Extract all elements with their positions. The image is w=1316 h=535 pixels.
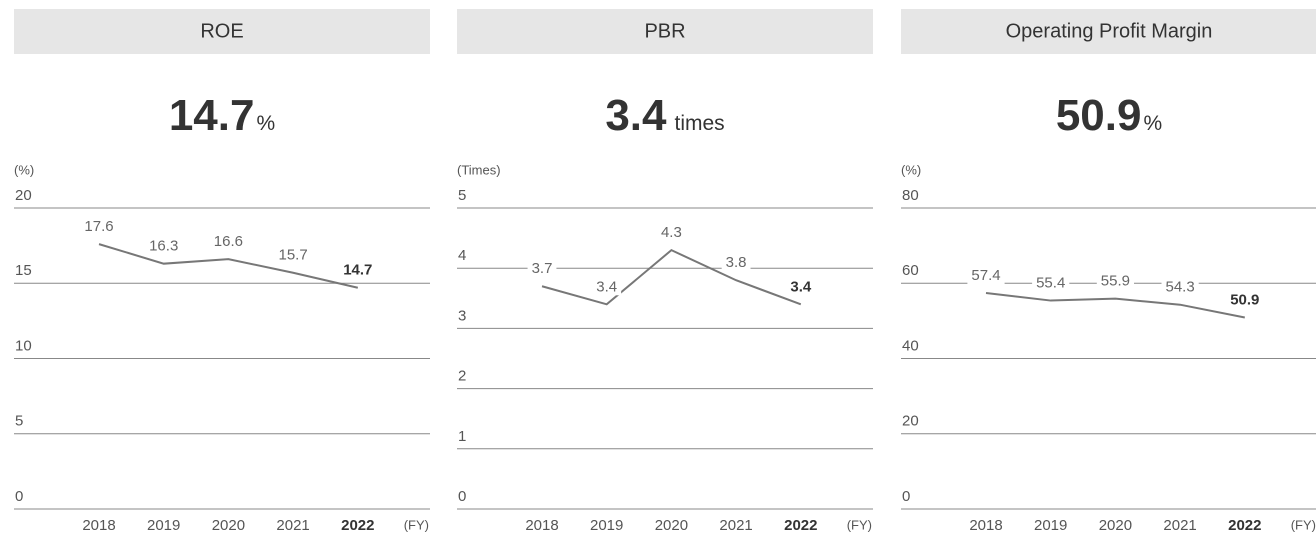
x-tick-label: 2019 (590, 517, 623, 534)
y-tick-label: 0 (15, 488, 23, 505)
x-tick-label: 2020 (655, 517, 688, 534)
label-background (274, 246, 312, 264)
label-background (721, 254, 751, 272)
headline-value: 50.9 (1056, 91, 1142, 140)
y-tick-label: 40 (902, 337, 919, 354)
x-axis-label: (FY) (847, 517, 872, 532)
y-tick-label: 15 (15, 262, 32, 279)
label-background (209, 233, 248, 251)
data-line (985, 292, 1245, 319)
x-tick-label: 2021 (276, 517, 309, 534)
value-label: 55.9 (1101, 273, 1130, 290)
data-line (98, 243, 359, 289)
x-axis-label: (FY) (1291, 517, 1316, 532)
x-tick-label: 2018 (969, 517, 1002, 534)
label-background (656, 224, 686, 242)
label-background (967, 267, 1005, 285)
y-tick-label: 80 (902, 187, 919, 204)
label-background (145, 237, 183, 255)
x-tick-label: 2022 (784, 517, 817, 534)
headline: 3.4 times (605, 91, 724, 140)
value-label: 17.6 (84, 218, 113, 235)
x-tick-label: 2021 (719, 517, 752, 534)
label-background (1226, 291, 1264, 309)
headline-value: 3.4 (605, 91, 667, 140)
y-axis-label: (Times) (457, 162, 501, 177)
headline-unit: % (256, 112, 275, 135)
value-label: 57.4 (971, 267, 1000, 284)
header-bar (901, 9, 1316, 54)
x-tick-label: 2021 (1163, 517, 1196, 534)
x-tick-label: 2020 (212, 517, 245, 534)
chart-panel: PBR 3.4 times (Times) 0 1 2 3 4 5 2018 2019 2020 2021… (457, 9, 873, 534)
y-tick-label: 3 (458, 307, 466, 324)
value-label: 16.6 (214, 233, 243, 250)
y-tick-label: 20 (15, 187, 32, 204)
label-background (80, 218, 118, 236)
label-background (1032, 274, 1070, 292)
value-label: 3.8 (726, 254, 747, 271)
x-tick-label: 2018 (82, 517, 115, 534)
value-label: 16.3 (149, 238, 178, 255)
label-background (527, 260, 557, 278)
y-tick-label: 2 (458, 368, 466, 385)
headline: 14.7% (169, 91, 275, 140)
y-tick-label: 5 (458, 187, 466, 204)
headline: 50.9% (1056, 91, 1162, 140)
x-tick-label: 2019 (1034, 517, 1067, 534)
y-tick-label: 5 (15, 413, 23, 430)
y-axis-label: (%) (901, 162, 921, 177)
value-label: 3.7 (532, 260, 553, 277)
x-tick-label: 2022 (1228, 517, 1261, 534)
label-background (592, 278, 622, 296)
value-label: 55.4 (1036, 275, 1065, 292)
value-label: 14.7 (343, 262, 372, 279)
data-line (541, 248, 802, 306)
label-background (339, 261, 377, 279)
value-label: 50.9 (1230, 291, 1259, 308)
header-bar (14, 9, 430, 54)
y-tick-label: 1 (458, 428, 466, 445)
x-axis-label: (FY) (404, 517, 429, 532)
y-tick-label: 10 (15, 337, 32, 354)
headline-value: 14.7 (169, 91, 255, 140)
y-tick-label: 0 (458, 488, 466, 505)
label-background (1161, 278, 1199, 296)
y-axis-label: (%) (14, 162, 34, 177)
x-tick-label: 2019 (147, 517, 180, 534)
value-label: 54.3 (1165, 279, 1194, 296)
header-bar (457, 9, 873, 54)
chart-title: Operating Profit Margin (1006, 20, 1213, 42)
y-tick-label: 0 (902, 488, 910, 505)
headline-unit: times (674, 112, 724, 135)
chart-panel: ROE 14.7% (%) 0 5 10 15 20 2018 2019 2020 2021 2022 (… (14, 9, 430, 534)
x-tick-label: 2022 (341, 517, 374, 534)
value-label: 3.4 (790, 278, 812, 295)
value-label: 3.4 (596, 278, 617, 295)
chart-panel: Operating Profit Margin 50.9% (%) 0 20 40 60 80… (901, 9, 1316, 534)
y-tick-label: 4 (458, 247, 466, 264)
y-tick-label: 60 (902, 262, 919, 279)
label-background (1096, 272, 1135, 290)
chart-title: ROE (200, 20, 243, 42)
headline-unit: % (1143, 112, 1162, 135)
x-tick-label: 2018 (525, 517, 558, 534)
label-background (786, 278, 816, 296)
y-tick-label: 20 (902, 413, 919, 430)
value-label: 15.7 (278, 247, 307, 264)
chart-title: PBR (644, 20, 685, 42)
value-label: 4.3 (661, 224, 682, 241)
x-tick-label: 2020 (1099, 517, 1132, 534)
